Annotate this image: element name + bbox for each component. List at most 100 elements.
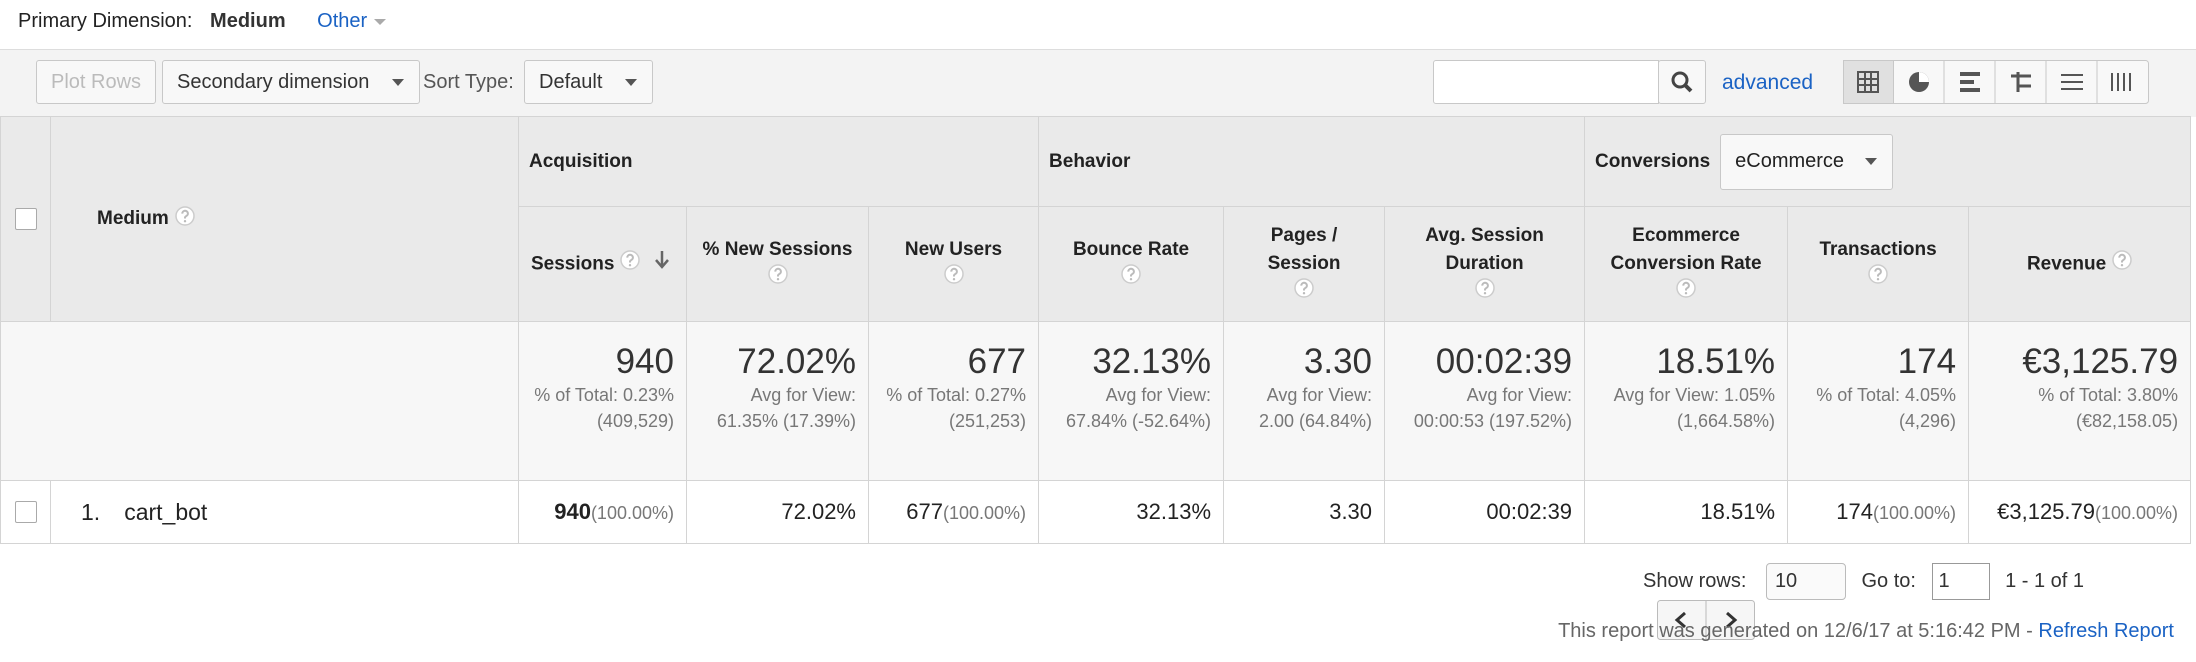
caret-svg — [1865, 158, 1878, 166]
select-text: Default — [539, 71, 603, 93]
column-header[interactable]: Transactions — [1787, 206, 1970, 322]
help-icon-svg — [943, 263, 964, 284]
column-name: Pages / Session — [1267, 224, 1341, 274]
total-value: 3.30 — [1303, 342, 1373, 381]
checkbox[interactable] — [14, 500, 37, 523]
total-detail: Avg for View: 2.00 (64.84%) — [1258, 385, 1373, 431]
show-rows-select[interactable]: 10 — [1765, 563, 1846, 600]
row-cell: 677(100.00%) — [867, 480, 1040, 544]
advanced-link[interactable]: advanced — [1722, 71, 1814, 94]
sort-type-select[interactable]: Default — [524, 60, 654, 104]
help-icon-svg — [175, 206, 195, 226]
total-value: 32.13% — [1092, 342, 1212, 381]
total-value: 00:02:39 — [1435, 342, 1573, 381]
column-header[interactable]: Bounce Rate — [1038, 206, 1225, 322]
selector-text: eCommerce — [1735, 149, 1845, 172]
report-table: Medium Acquisition Behavior Conversions eCom… — [0, 116, 2192, 544]
show-rows-label: Show rows: — [1643, 570, 1747, 592]
column-header[interactable]: Avg. Session Duration — [1384, 206, 1586, 322]
cell-value: 174 — [1836, 499, 1873, 524]
secondary-dimension-select[interactable]: Secondary dimension — [162, 60, 421, 104]
column-header[interactable]: Revenue — [1968, 206, 2192, 322]
pagination: Show rows: 10 Go to: 1 1 - 1 of 1 — [1643, 563, 2196, 640]
cell-share: (100.00%) — [942, 503, 1027, 523]
row-cell: €3,125.79(100.00%) — [1968, 480, 2192, 544]
checkbox[interactable] — [14, 207, 37, 230]
group-name: Behavior — [1049, 150, 1131, 172]
view-switcher[interactable] — [1843, 60, 2149, 104]
caret — [1864, 135, 1878, 187]
column-header-row: Sessions % New Sessions New Users Bounce Ra… — [1, 206, 2192, 322]
cell-value: 72.02% — [781, 499, 856, 524]
column-name: % New Sessions — [702, 238, 853, 260]
column-header[interactable]: % New Sessions — [686, 206, 869, 322]
group-name: Acquisition — [529, 150, 633, 172]
total-cell: €3,125.79 % of Total: 3.80% (€82,158.05) — [1968, 321, 2192, 481]
column-name: Revenue — [2026, 253, 2107, 275]
help-icon-svg — [1121, 263, 1141, 284]
row-cell: 72.02% — [686, 480, 869, 544]
refresh-link[interactable]: Refresh Report — [2038, 620, 2174, 642]
group-selector[interactable]: eCommerce — [1720, 133, 1894, 190]
row-cell: 00:02:39 — [1384, 480, 1586, 544]
help-icon-svg — [1294, 277, 1314, 298]
select-all-cell — [0, 116, 51, 322]
total-value: 940 — [615, 342, 674, 381]
column-name: New Users — [904, 238, 1003, 260]
column-header[interactable]: Pages / Session — [1223, 206, 1386, 322]
help-icon — [175, 206, 195, 232]
total-value: €3,125.79 — [2022, 342, 2179, 381]
total-cell: 72.02% Avg for View: 61.35% (17.39%) — [686, 321, 869, 481]
cell-share: (100.00%) — [2095, 503, 2179, 523]
column-name: Ecommerce Conversion Rate — [1610, 224, 1762, 274]
cell-value: €3,125.79 — [1997, 499, 2095, 524]
total-cell: 00:02:39 Avg for View: 00:00:53 (197.52%) — [1384, 321, 1586, 481]
column-name: Bounce Rate — [1072, 238, 1190, 260]
total-detail: % of Total: 4.05% (4,296) — [1816, 385, 1957, 431]
help-icon — [767, 263, 788, 293]
help-icon — [1868, 263, 1888, 293]
help-icon — [1294, 277, 1314, 307]
total-cell: 677 % of Total: 0.27% (251,253) — [867, 321, 1040, 481]
column-name: Avg. Session Duration — [1425, 224, 1544, 274]
total-cell: 3.30 Avg for View: 2.00 (64.84%) — [1223, 321, 1386, 481]
row-dimension: 1. cart_bot — [50, 480, 519, 544]
help-icon-svg — [2112, 249, 2132, 270]
caret — [625, 79, 638, 86]
primary-dimension-label: Primary Dimension: — [18, 10, 193, 32]
other-dimension[interactable]: Other — [317, 10, 368, 32]
row-cell: 18.51% — [1584, 480, 1789, 544]
column-header[interactable]: New Users — [867, 206, 1040, 322]
cell-value: 00:02:39 — [1486, 499, 1573, 524]
total-detail: Avg for View: 67.84% (-52.64%) — [1065, 385, 1212, 431]
group-header: Conversions eCommerce — [1584, 116, 2192, 207]
data-row: 1. cart_bot 940 (100.00%) 72.02% 677(100.00%)… — [0, 480, 2192, 544]
search-input[interactable] — [1433, 60, 1659, 104]
row-name[interactable]: cart_bot — [124, 498, 208, 525]
help-icon — [1474, 277, 1495, 307]
total-value: 72.02% — [737, 342, 856, 381]
total-cell: 174 % of Total: 4.05% (4,296) — [1787, 321, 1970, 481]
plot-rows-button[interactable]: Plot Rows — [36, 60, 157, 104]
help-icon-svg — [767, 263, 788, 284]
total-detail: % of Total: 3.80% (€82,158.05) — [2038, 385, 2179, 431]
active-dimension[interactable]: Medium — [210, 10, 286, 32]
total-cell: 18.51% Avg for View: 1.05% (1,664.58%) — [1584, 321, 1789, 481]
search-button[interactable] — [1658, 60, 1706, 104]
sort-type-label: Sort Type: — [423, 71, 514, 93]
cell-value: 940 — [554, 499, 591, 524]
page-nav[interactable] — [1657, 600, 1755, 640]
sort-arrow — [654, 250, 670, 279]
goto-input[interactable]: 1 — [1931, 563, 1990, 600]
group-header-row: Medium Acquisition Behavior Conversions eCom… — [0, 116, 2192, 322]
total-value: 677 — [967, 342, 1027, 381]
select-text: Secondary dimension — [177, 71, 370, 93]
cell-value: 3.30 — [1329, 499, 1373, 524]
column-header[interactable]: Ecommerce Conversion Rate — [1584, 206, 1789, 322]
dimension-name: Medium — [97, 208, 169, 230]
column-header[interactable]: Sessions — [518, 206, 687, 322]
help-icon-svg — [620, 249, 641, 270]
sort-arrow-svg — [655, 250, 670, 269]
